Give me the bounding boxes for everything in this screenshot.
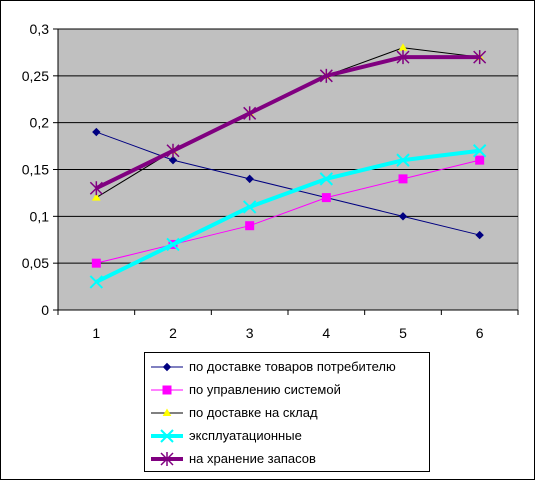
series-2-line: [96, 159, 480, 264]
y-tick-label: 0,2: [30, 115, 50, 131]
series-5-point: [319, 68, 333, 83]
series-4-point: [396, 153, 410, 167]
legend-swatch: [151, 429, 183, 443]
series-5-point: [166, 143, 180, 158]
x-tick-label: 3: [246, 325, 254, 341]
legend: по доставке товаров потребителю по управл…: [144, 352, 430, 472]
legend-item-2: по управлению системой: [145, 379, 429, 401]
series-2-point: [91, 258, 101, 268]
series-4-point: [166, 237, 180, 252]
legend-label: по доставке на склад: [189, 405, 318, 420]
legend-swatch: [151, 408, 183, 416]
legend-swatch-marker: [162, 362, 172, 372]
legend-swatch-marker: [160, 452, 174, 466]
legend-label: по управлению системой: [189, 382, 341, 397]
series-1-point: [398, 212, 408, 221]
series-2-point: [321, 193, 331, 203]
series-5-point: [473, 50, 487, 65]
series-5-point: [243, 106, 257, 121]
series-2-point: [245, 221, 255, 231]
series-4-point: [472, 144, 487, 158]
series-2-point: [398, 174, 408, 184]
series-4-line: [95, 148, 480, 284]
y-tick-label: 0: [41, 302, 49, 318]
series-1-point: [245, 174, 254, 184]
series-1-point: [92, 127, 101, 137]
legend-label: на хранение запасов: [189, 451, 316, 466]
series-4-point: [242, 200, 257, 214]
series-4: [89, 144, 487, 289]
legend-item-5: на хранение запасов: [145, 448, 429, 470]
legend-swatch-marker: [162, 408, 172, 416]
series-5: [89, 50, 487, 196]
x-tick-label: 1: [92, 325, 100, 341]
x-tick-label: 6: [476, 325, 484, 341]
legend-swatch: [151, 362, 183, 372]
series-1-point: [475, 230, 484, 240]
y-tick-label: 0,1: [30, 208, 50, 224]
legend-swatch-marker: [160, 429, 174, 443]
legend-label: эксплуатационные: [189, 428, 302, 443]
x-tick-label: 5: [399, 325, 407, 341]
legend-swatch: [151, 452, 183, 466]
series-4-point: [89, 275, 104, 289]
x-tick-label: 4: [322, 325, 330, 341]
series-4-point: [319, 172, 334, 186]
y-tick-label: 0,3: [30, 21, 50, 37]
legend-item-3: по доставке на склад: [145, 402, 429, 424]
series-5-point: [89, 181, 103, 196]
x-tick-label: 2: [169, 325, 177, 341]
series-3-point: [91, 193, 101, 201]
legend-item-1: по доставке товаров потребителю: [145, 356, 429, 378]
series-5-point: [396, 50, 410, 65]
y-tick-label: 0,15: [22, 162, 49, 178]
series-5-line: [95, 55, 480, 191]
y-tick-label: 0,25: [22, 68, 49, 84]
legend-label: по доставке товаров потребителю: [189, 359, 396, 374]
series-2-point: [475, 155, 485, 165]
legend-item-4: эксплуатационные: [145, 425, 429, 447]
line-chart: 0 0,05 0,1 0,15 0,2 0,25 0,3 1 2 3 4 5 6: [22, 21, 519, 341]
legend-swatch: [151, 385, 183, 395]
legend-swatch-marker: [162, 385, 172, 395]
y-tick-label: 0,05: [22, 255, 49, 271]
series-1-point: [168, 155, 178, 165]
